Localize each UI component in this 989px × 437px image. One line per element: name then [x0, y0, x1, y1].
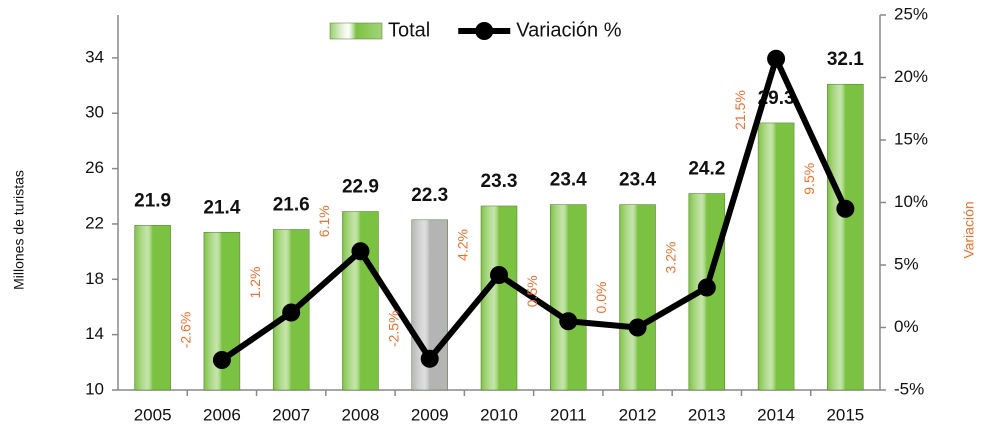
x-tick-label: 2013 [688, 405, 726, 424]
y2-tick-label: 5% [894, 254, 919, 273]
legend-label: Variación % [516, 19, 621, 41]
line-value-label: 3.2% [663, 242, 679, 274]
bar [757, 122, 795, 391]
line [220, 55, 849, 363]
y2-axis-label: Variación [961, 201, 977, 258]
line-marker [697, 278, 716, 297]
bar [550, 204, 587, 391]
bar-value-label: 32.1 [827, 49, 864, 70]
line-marker [212, 351, 231, 369]
bar [342, 211, 379, 391]
line-value-label: -2.5% [385, 310, 401, 347]
y-tick-label: 26 [85, 158, 104, 177]
x-tick-label: 2012 [619, 405, 657, 424]
y-tick-label: 34 [85, 47, 104, 66]
legend-swatch [475, 22, 494, 40]
line-marker [767, 49, 786, 68]
y-tick-label: 10 [85, 379, 104, 398]
y2-tick-label: 25% [894, 4, 928, 23]
line-marker [559, 312, 578, 331]
bar-value-label: 23.3 [481, 171, 518, 192]
bar-value-label: 21.6 [273, 194, 310, 215]
x-tick-label: 2009 [411, 405, 449, 424]
line-value-label: 0.0% [593, 282, 609, 314]
y-tick-label: 18 [85, 269, 104, 288]
line-value-label: 21.5% [732, 90, 748, 130]
y-tick-label: 30 [85, 103, 104, 122]
bar-value-label: 24.2 [688, 159, 725, 180]
bar-value-label: 23.4 [619, 170, 656, 191]
legend-swatch [329, 22, 383, 40]
y2-tick-label: 15% [894, 129, 928, 148]
bar-value-label: 21.4 [203, 197, 240, 218]
line-marker [351, 242, 370, 261]
line-value-label: 1.2% [247, 267, 263, 299]
line-marker [490, 266, 508, 284]
line-marker [628, 318, 647, 337]
y2-tick-label: -5% [894, 379, 924, 398]
line-marker [836, 199, 855, 218]
bar-value-label: 21.9 [134, 190, 171, 211]
legend-label: Total [388, 19, 430, 41]
line-value-label: 4.2% [455, 229, 471, 261]
x-tick-label: 2005 [134, 405, 172, 424]
x-tick-label: 2006 [203, 405, 241, 424]
x-tick-label: 2008 [342, 405, 380, 424]
y-tick-label: 22 [85, 213, 104, 232]
x-tick-label: 2007 [272, 405, 310, 424]
x-tick-label: 2014 [757, 405, 795, 424]
line-value-label: 0.5% [524, 275, 540, 307]
line-marker [420, 349, 439, 368]
y-axis-label: Millones de turistas [11, 170, 27, 290]
bar [827, 83, 864, 391]
line-marker [282, 303, 301, 322]
bar [619, 204, 656, 391]
bar [480, 205, 518, 391]
bar-value-label: 22.3 [411, 185, 448, 206]
line-value-label: 6.1% [316, 205, 332, 237]
bar [134, 225, 171, 391]
line-value-label: 9.5% [801, 163, 817, 195]
line-value-label: -2.6% [178, 312, 194, 349]
x-tick-label: 2015 [826, 405, 864, 424]
bar-value-label: 23.4 [550, 170, 587, 191]
y2-tick-label: 0% [894, 317, 919, 336]
y-tick-label: 14 [85, 324, 104, 343]
y2-tick-label: 10% [894, 192, 928, 211]
y2-tick-label: 20% [894, 67, 928, 86]
x-tick-label: 2011 [550, 405, 587, 424]
bar-value-label: 22.9 [342, 177, 379, 198]
x-tick-label: 2010 [480, 405, 518, 424]
